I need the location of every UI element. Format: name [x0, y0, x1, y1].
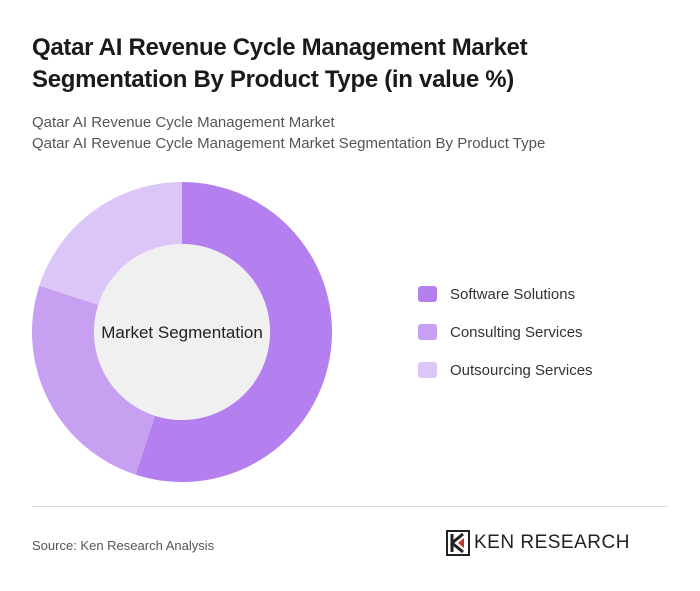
legend-swatch	[418, 324, 437, 340]
logo-icon	[446, 530, 470, 556]
legend-label: Consulting Services	[450, 324, 583, 341]
donut-segment	[135, 182, 332, 482]
source: Source: Ken Research Analysis	[32, 538, 215, 553]
donut-hole	[94, 244, 270, 420]
donut-segment	[32, 285, 155, 475]
title: Qatar AI Revenue Cycle Management Market…	[32, 34, 528, 93]
subtitle: Qatar AI Revenue Cycle Management Market…	[32, 135, 546, 152]
divider	[32, 506, 668, 507]
legend-label: Software Solutions	[450, 286, 575, 303]
logo: KEN RESEARCH	[446, 530, 630, 556]
legend-label: Outsourcing Services	[450, 362, 593, 379]
chart: Software Solutions Consulting Services Out…	[32, 182, 593, 482]
center-label: Market Segmentation	[101, 323, 263, 342]
logo-text: KEN RESEARCH	[474, 532, 630, 553]
subtitle: Qatar AI Revenue Cycle Management Market	[32, 114, 335, 131]
donut-segment	[39, 182, 182, 305]
legend-swatch	[418, 286, 437, 302]
legend-swatch	[418, 362, 437, 378]
